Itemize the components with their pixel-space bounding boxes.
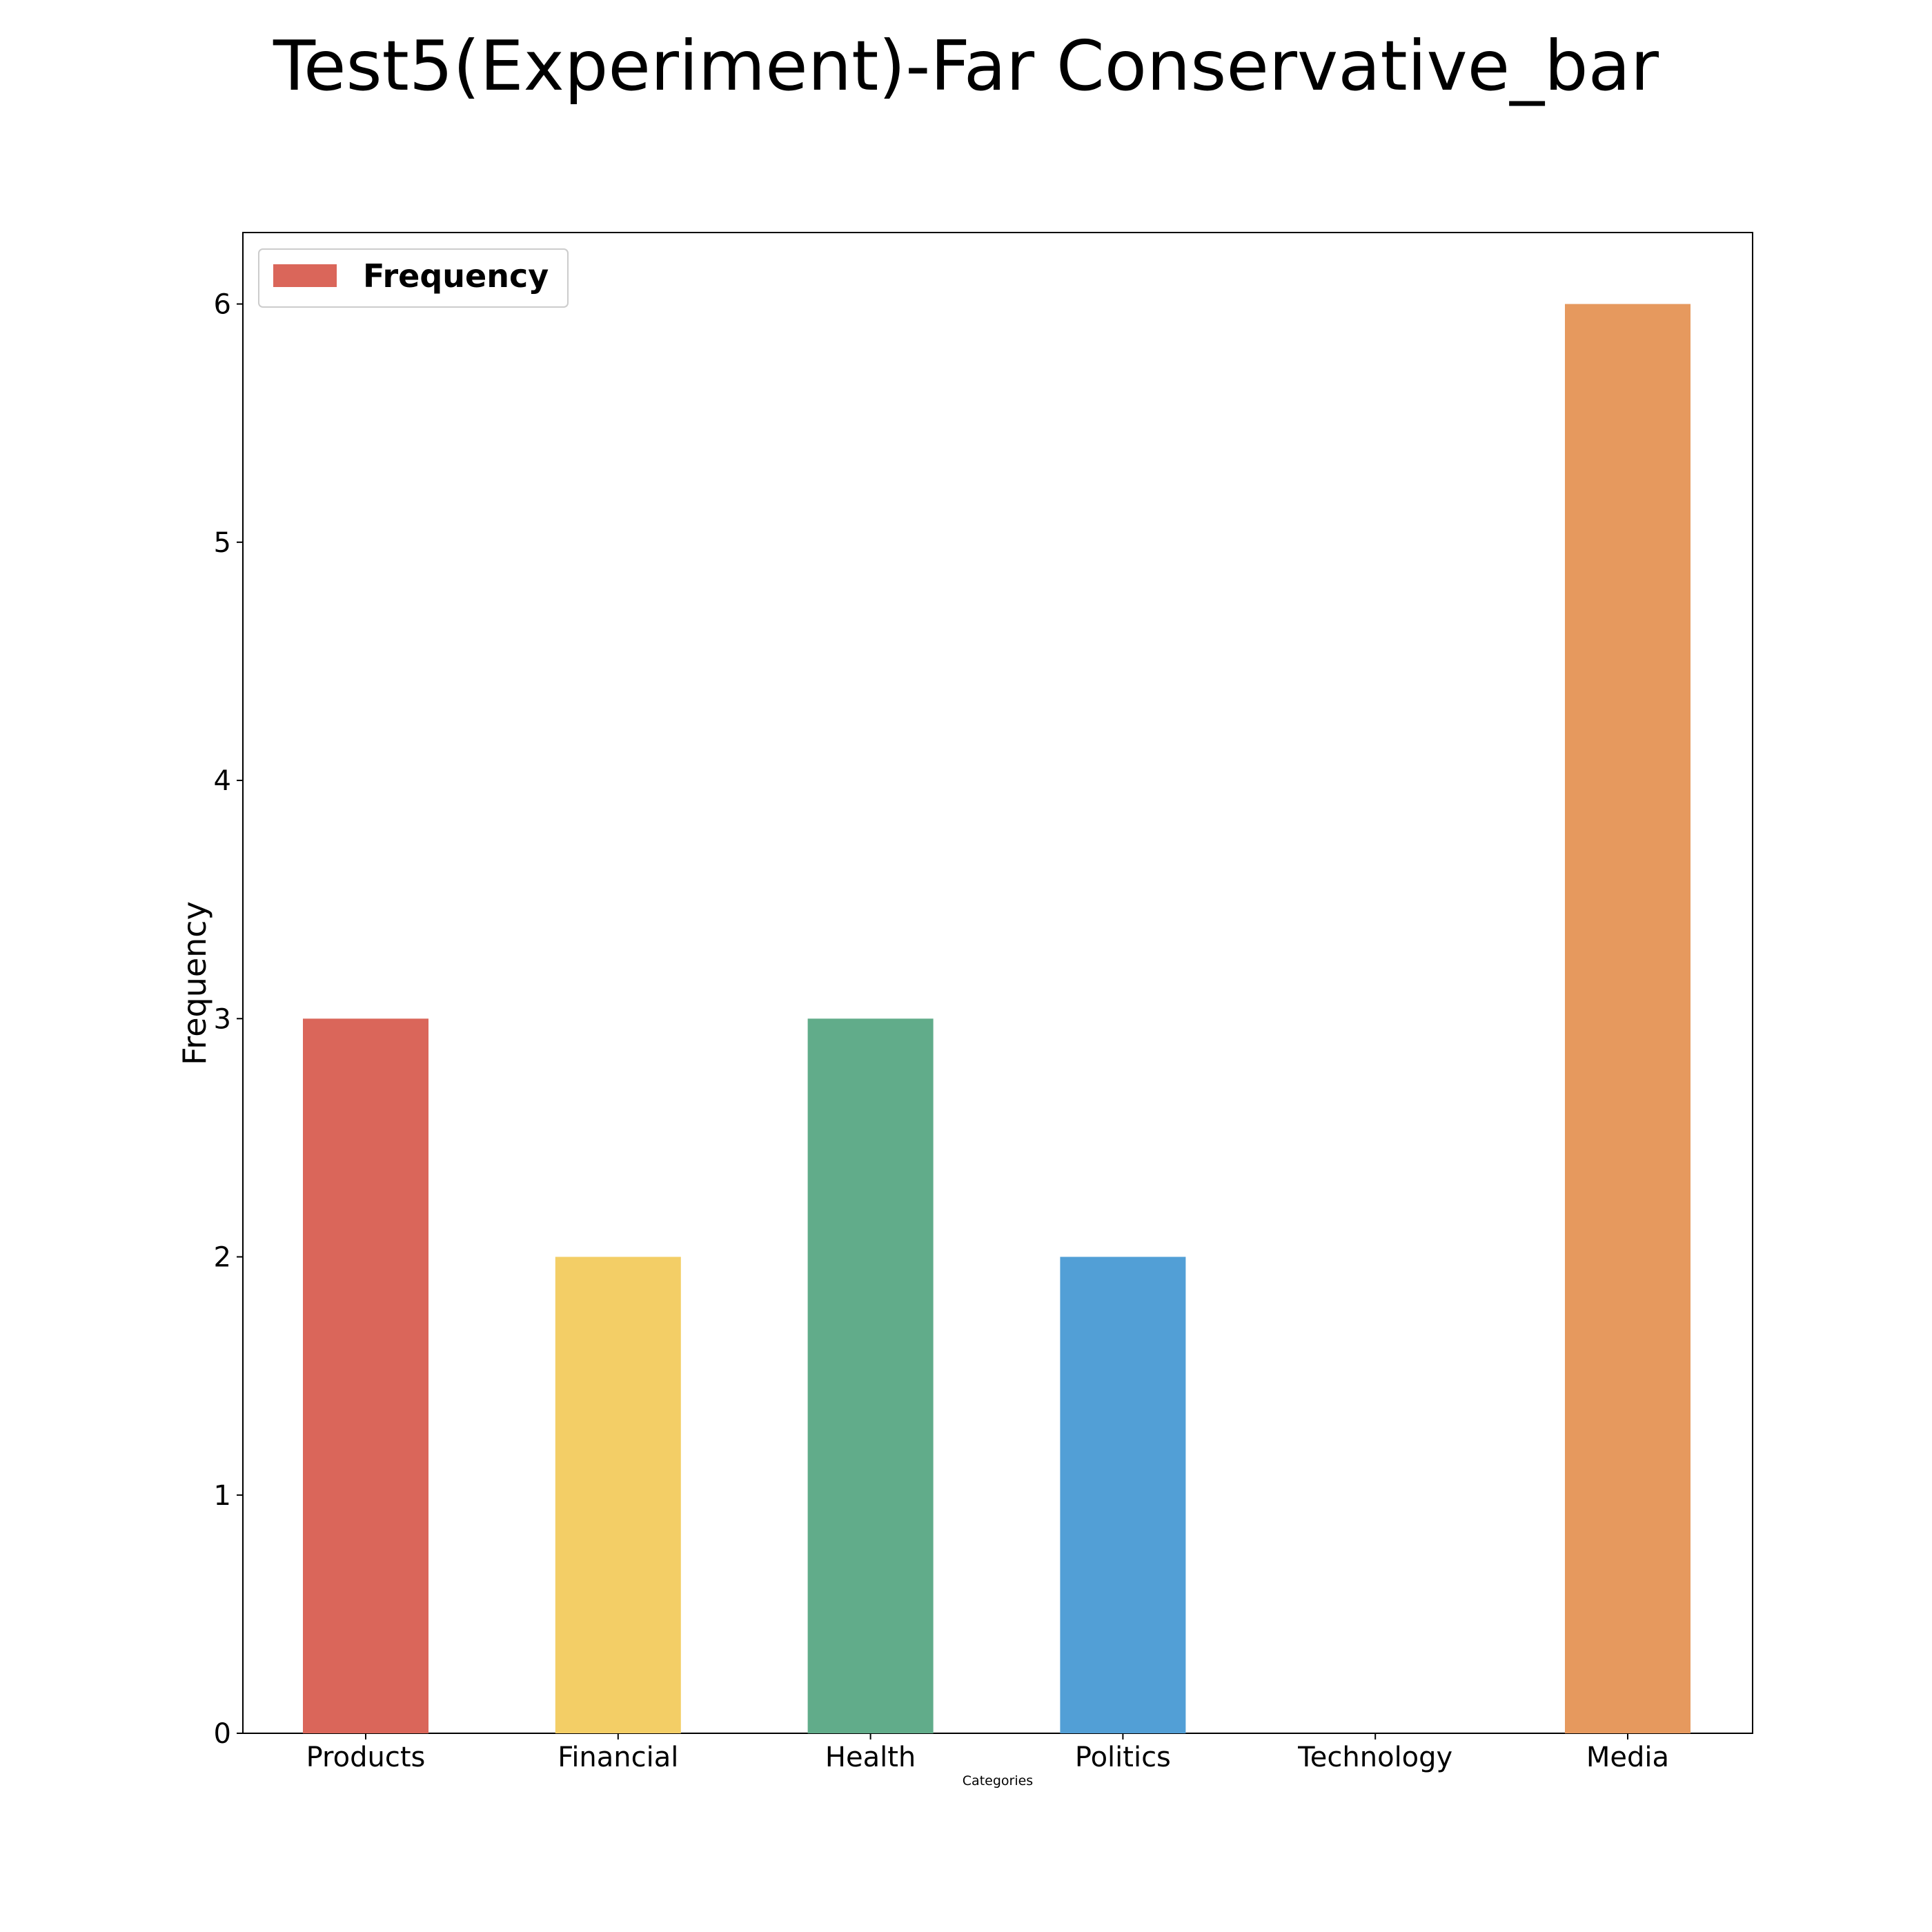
bar-politics bbox=[1060, 1256, 1186, 1733]
bars bbox=[303, 304, 1690, 1733]
y-tick-label: 4 bbox=[214, 765, 231, 797]
y-axis-label: Frequency bbox=[176, 901, 213, 1065]
legend-swatch bbox=[273, 264, 337, 287]
chart-title: Test5(Experiment)-Far Conservative_bar bbox=[273, 26, 1659, 106]
y-tick-label: 2 bbox=[214, 1242, 231, 1274]
x-tick-label: Financial bbox=[558, 1742, 678, 1773]
y-tick-label: 6 bbox=[214, 289, 231, 321]
x-tick-label: Technology bbox=[1297, 1742, 1452, 1773]
x-tick-label: Products bbox=[306, 1742, 426, 1773]
bar-products bbox=[303, 1018, 428, 1733]
y-tick-label: 0 bbox=[214, 1718, 231, 1750]
legend: Frequency bbox=[258, 248, 569, 308]
legend-label: Frequency bbox=[363, 257, 549, 295]
legend-frame bbox=[258, 248, 569, 308]
x-tick-label: Media bbox=[1586, 1742, 1669, 1773]
plot-area: 0 1 2 3 4 5 6 Products Financial Health Politics T… bbox=[214, 232, 1753, 1773]
bar-health bbox=[807, 1018, 934, 1733]
plot-frame bbox=[242, 232, 1753, 1734]
x-tick-label: Politics bbox=[1075, 1742, 1171, 1773]
x-axis-ticks: Products Financial Health Politics Technolog… bbox=[306, 1733, 1669, 1773]
y-tick-label: 5 bbox=[214, 527, 231, 559]
x-tick-label: Health bbox=[825, 1742, 916, 1773]
y-axis-ticks: 0 1 2 3 4 5 6 bbox=[214, 289, 243, 1750]
x-axis-label: Categories bbox=[963, 1773, 1033, 1788]
y-tick-label: 3 bbox=[214, 1003, 231, 1035]
bar-financial bbox=[555, 1256, 681, 1733]
bar-media bbox=[1565, 304, 1690, 1733]
y-tick-label: 1 bbox=[214, 1480, 231, 1512]
